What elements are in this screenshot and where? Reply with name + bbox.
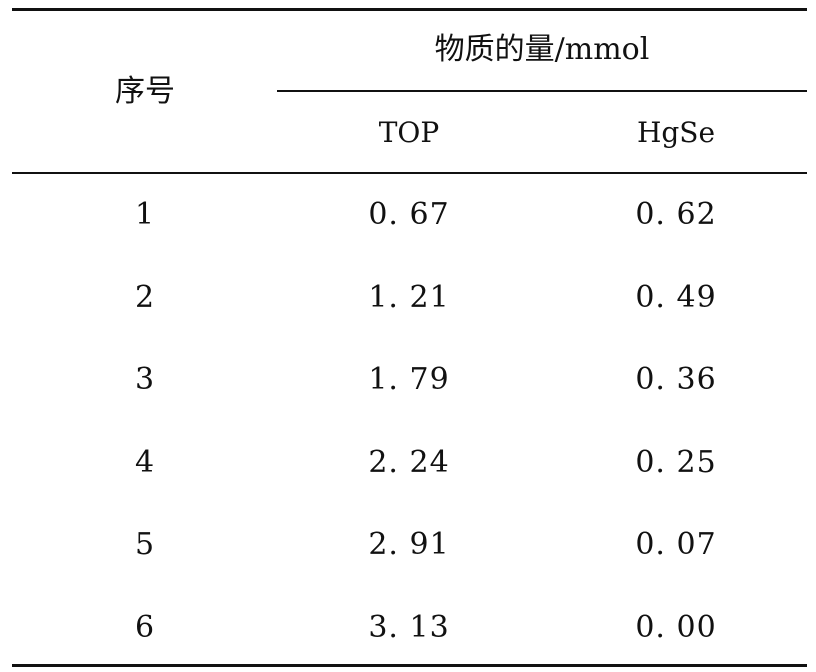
header-bottom-rule bbox=[12, 172, 807, 174]
row-5-hgse: 0. 07 bbox=[635, 527, 717, 562]
row-1-top: 0. 67 bbox=[368, 197, 450, 232]
row-4-hgse: 0. 25 bbox=[635, 445, 717, 480]
row-3-hgse: 0. 36 bbox=[635, 362, 717, 397]
column-header-top: TOP bbox=[378, 116, 440, 149]
row-5-top: 2. 91 bbox=[368, 527, 450, 562]
row-3-index: 3 bbox=[134, 362, 156, 397]
row-2-hgse: 0. 49 bbox=[635, 280, 717, 315]
row-1-index: 1 bbox=[134, 197, 156, 232]
row-5-index: 5 bbox=[134, 527, 156, 562]
row-4-index: 4 bbox=[134, 445, 156, 480]
row-2-top: 1. 21 bbox=[368, 280, 450, 315]
row-1-hgse: 0. 62 bbox=[635, 197, 717, 232]
row-2-index: 2 bbox=[134, 280, 156, 315]
table-bottom-rule bbox=[12, 664, 807, 667]
group-header: 物质的量/mmol bbox=[434, 32, 650, 67]
table-top-rule bbox=[12, 8, 807, 11]
group-header-rule bbox=[277, 90, 807, 92]
column-header-hgse: HgSe bbox=[636, 116, 716, 149]
row-6-hgse: 0. 00 bbox=[635, 610, 717, 645]
row-6-index: 6 bbox=[134, 610, 156, 645]
row-3-top: 1. 79 bbox=[368, 362, 450, 397]
row-4-top: 2. 24 bbox=[368, 445, 450, 480]
row-header: 序号 bbox=[115, 74, 175, 109]
row-6-top: 3. 13 bbox=[368, 610, 450, 645]
